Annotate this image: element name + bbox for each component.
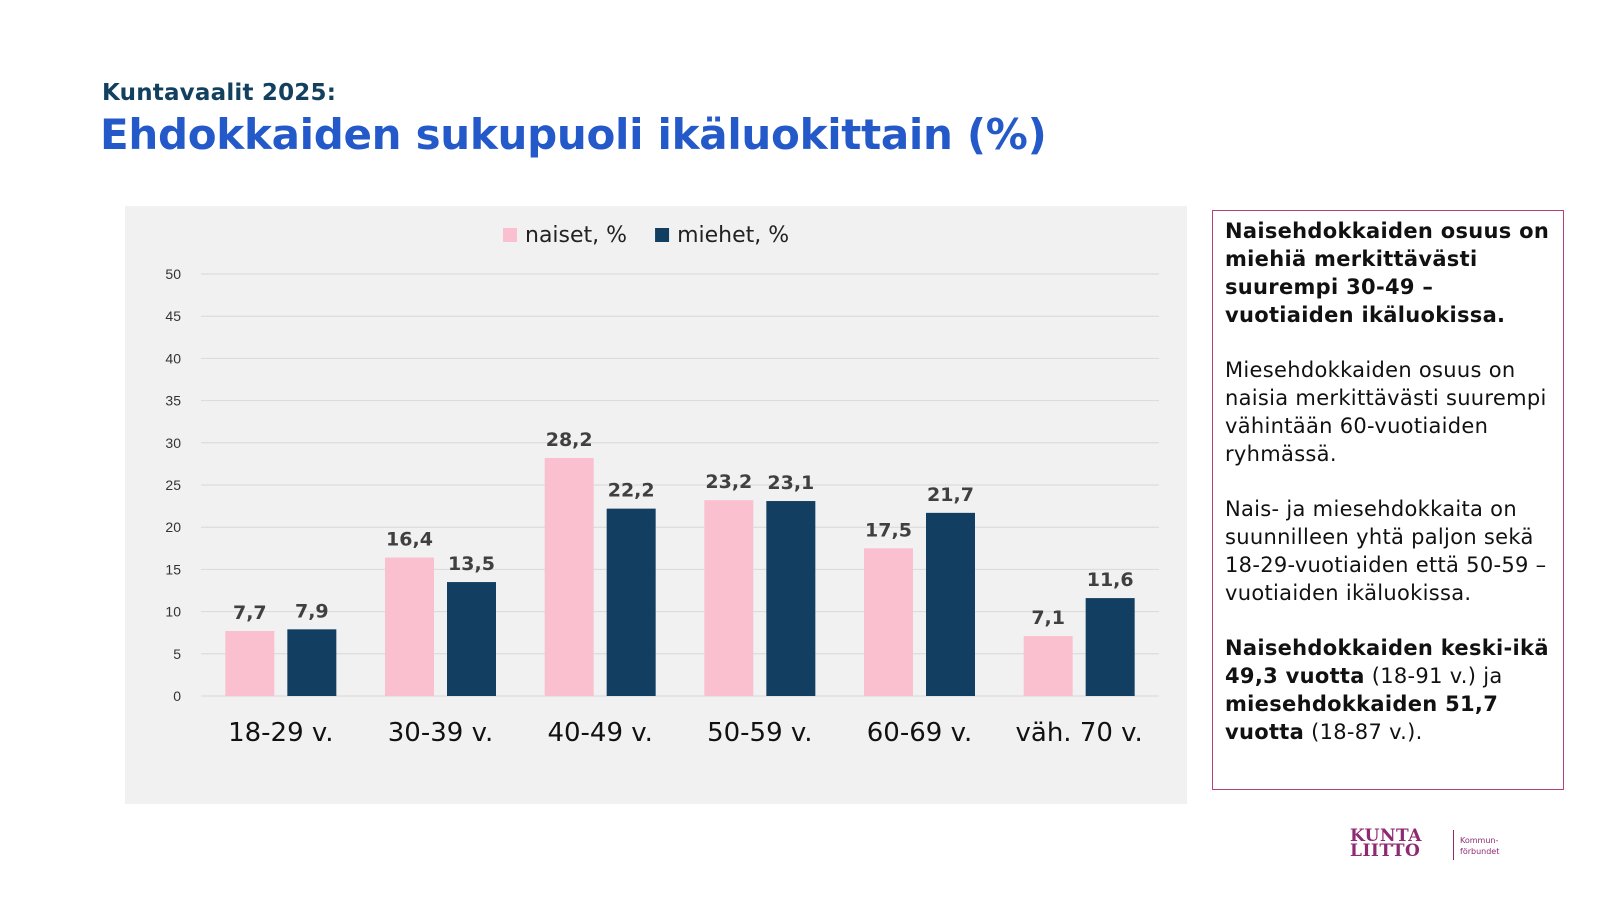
x-category-label: 30-39 v. (388, 718, 493, 748)
bar-miehet-5 (926, 512, 975, 696)
bar-naiset-4 (704, 500, 754, 696)
data-label: 13,5 (448, 553, 495, 575)
legend-swatch-1 (503, 228, 517, 242)
info-male-average: miesehdokkaiden 51,7 vuotta (1225, 692, 1499, 744)
bar-miehet-1 (287, 629, 337, 696)
data-label: 16,4 (386, 529, 433, 551)
data-label: 7,1 (1031, 607, 1065, 629)
data-label: 21,7 (927, 484, 974, 506)
y-tick-label: 20 (165, 519, 181, 535)
page-supertitle: Kuntavaalit 2025: (102, 80, 337, 106)
bar-naiset-2 (385, 557, 434, 696)
chart-panel: 0 5 10 15 20 25 30 35 40 45 50 naiset, % miehet, % 7,… (125, 206, 1187, 804)
logo-divider (1453, 830, 1454, 860)
y-tick-label: 40 (165, 350, 181, 366)
data-label: 23,1 (767, 472, 814, 494)
logo-line-1: KUNTA (1350, 826, 1422, 846)
data-label: 7,7 (233, 602, 267, 624)
bar-naiset-1 (225, 631, 275, 696)
logo-wordmark: KUNTA LIITTO (1350, 826, 1422, 861)
y-tick-label: 25 (165, 477, 181, 493)
info-box: Naisehdokkaiden osuus on miehiä merkittä… (1212, 210, 1564, 790)
bar-naiset-3 (544, 457, 594, 696)
legend-label-2: miehet, % (677, 223, 789, 248)
y-tick-label: 0 (173, 688, 181, 704)
bar-naiset-6 (1023, 636, 1073, 696)
info-female-range: (18-91 v.) ja (1364, 664, 1503, 688)
bar-miehet-3 (606, 508, 656, 696)
bar-miehet-6 (1085, 598, 1135, 696)
info-male-range: (18-87 v.). (1304, 720, 1423, 744)
y-tick-label: 45 (165, 308, 181, 324)
x-category-label: 60-69 v. (867, 718, 972, 748)
data-label: 11,6 (1087, 569, 1134, 591)
logo-sub-line-1: Kommun- (1460, 836, 1499, 845)
data-label: 28,2 (546, 429, 593, 451)
legend-label-1: naiset, % (525, 223, 627, 248)
kuntaliitto-logo: KUNTA LIITTO Kommun- förbundet (1350, 826, 1520, 865)
info-paragraph-2: Miesehdokkaiden osuus on naisia merkittä… (1225, 358, 1547, 466)
x-category-label: 50-59 v. (707, 718, 812, 748)
data-label: 22,2 (608, 480, 655, 502)
y-tick-label: 50 (165, 266, 181, 282)
info-paragraph-3: Nais- ja miesehdokkaita on suunnilleen y… (1225, 497, 1547, 605)
info-highlight-1: Naisehdokkaiden osuus on miehiä merkittä… (1225, 219, 1550, 327)
y-tick-label: 30 (165, 435, 181, 451)
bar-naiset-5 (864, 548, 913, 696)
info-paragraph-1: Naisehdokkaiden osuus on miehiä merkittä… (1225, 217, 1553, 329)
y-tick-label: 5 (173, 646, 181, 662)
logo-line-2: LIITTO (1350, 841, 1421, 861)
logo-sub-line-2: förbundet (1460, 847, 1500, 856)
page-title: Ehdokkaiden sukupuoli ikäluokittain (%) (100, 110, 1047, 159)
data-label: 23,2 (705, 471, 752, 493)
data-label: 17,5 (865, 519, 912, 541)
y-tick-label: 15 (165, 561, 181, 577)
x-category-label: 18-29 v. (228, 718, 333, 748)
x-category-label: väh. 70 v. (1016, 718, 1143, 748)
data-label: 7,9 (295, 600, 329, 622)
y-tick-label: 35 (165, 393, 181, 409)
bar-miehet-2 (447, 582, 496, 696)
bar-chart: 0 5 10 15 20 25 30 35 40 45 50 naiset, % miehet, % 7,… (165, 223, 1159, 748)
legend-swatch-2 (655, 228, 670, 242)
x-category-label: 40-49 v. (547, 718, 652, 748)
y-tick-label: 10 (165, 604, 181, 620)
logo-subtext: Kommun- förbundet (1460, 835, 1499, 857)
info-paragraph-4: Naisehdokkaiden keski-ikä 49,3 vuotta (1… (1225, 634, 1553, 746)
bar-miehet-4 (766, 501, 816, 696)
info-female-average: Naisehdokkaiden keski-ikä 49,3 vuotta (1225, 636, 1549, 688)
